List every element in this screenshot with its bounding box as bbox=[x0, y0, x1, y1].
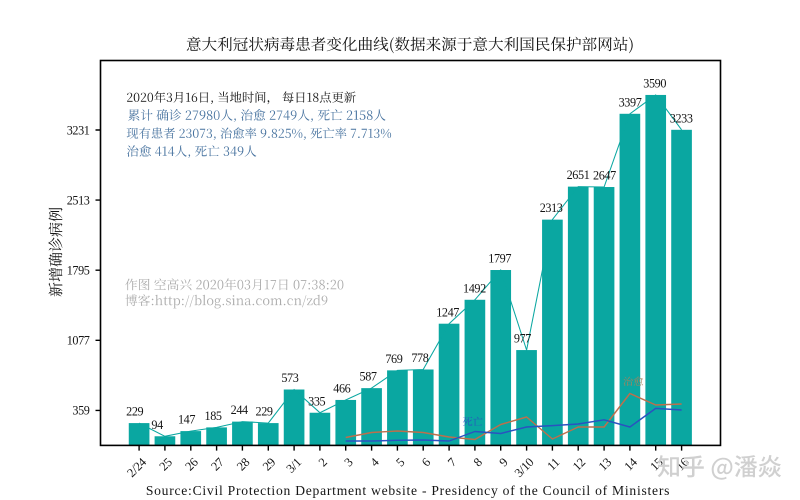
svg-text:6: 6 bbox=[419, 455, 433, 469]
svg-text:3/1: 3/1 bbox=[283, 455, 304, 476]
svg-text:25: 25 bbox=[157, 455, 175, 473]
svg-text:2313: 2313 bbox=[540, 201, 563, 215]
svg-text:769: 769 bbox=[385, 352, 402, 366]
svg-text:9: 9 bbox=[497, 455, 511, 469]
svg-text:229: 229 bbox=[126, 405, 143, 419]
svg-text:2651: 2651 bbox=[567, 168, 590, 182]
svg-text:2647: 2647 bbox=[593, 169, 616, 183]
svg-text:3231: 3231 bbox=[67, 123, 90, 137]
svg-text:3590: 3590 bbox=[643, 77, 666, 91]
svg-text:1492: 1492 bbox=[463, 281, 486, 295]
svg-text:2/24: 2/24 bbox=[124, 454, 150, 480]
svg-text:977: 977 bbox=[514, 332, 531, 346]
svg-text:3: 3 bbox=[342, 455, 356, 469]
svg-text:3397: 3397 bbox=[619, 95, 642, 109]
svg-text:573: 573 bbox=[281, 371, 298, 385]
svg-text:359: 359 bbox=[72, 404, 89, 418]
svg-text:5: 5 bbox=[393, 455, 407, 469]
svg-text:94: 94 bbox=[151, 418, 163, 432]
svg-text:587: 587 bbox=[360, 370, 377, 384]
svg-text:11: 11 bbox=[544, 455, 562, 473]
svg-text:778: 778 bbox=[411, 351, 428, 365]
svg-text:13: 13 bbox=[596, 455, 614, 473]
svg-text:1247: 1247 bbox=[436, 305, 459, 319]
svg-text:12: 12 bbox=[570, 455, 588, 473]
svg-text:185: 185 bbox=[205, 409, 222, 423]
svg-text:Source:Civil Protection Depart: Source:Civil Protection Department websi… bbox=[146, 483, 670, 498]
svg-text:8: 8 bbox=[471, 455, 485, 469]
svg-text:147: 147 bbox=[178, 413, 195, 427]
svg-text:3/10: 3/10 bbox=[512, 455, 537, 480]
svg-text:1077: 1077 bbox=[67, 334, 90, 348]
svg-text:29: 29 bbox=[260, 455, 278, 473]
svg-text:335: 335 bbox=[308, 394, 325, 408]
svg-text:3233: 3233 bbox=[670, 111, 693, 125]
svg-text:244: 244 bbox=[231, 403, 248, 417]
svg-text:27: 27 bbox=[208, 455, 226, 473]
svg-text:1795: 1795 bbox=[67, 264, 90, 278]
svg-text:4: 4 bbox=[367, 454, 382, 469]
svg-text:2: 2 bbox=[316, 455, 330, 469]
svg-text:26: 26 bbox=[182, 455, 200, 473]
svg-text:2513: 2513 bbox=[67, 193, 90, 207]
svg-text:466: 466 bbox=[333, 382, 350, 396]
svg-text:28: 28 bbox=[234, 455, 252, 473]
svg-text:1797: 1797 bbox=[488, 252, 511, 266]
svg-text:229: 229 bbox=[256, 405, 273, 419]
svg-text:7: 7 bbox=[445, 455, 459, 469]
svg-text:14: 14 bbox=[622, 454, 641, 473]
